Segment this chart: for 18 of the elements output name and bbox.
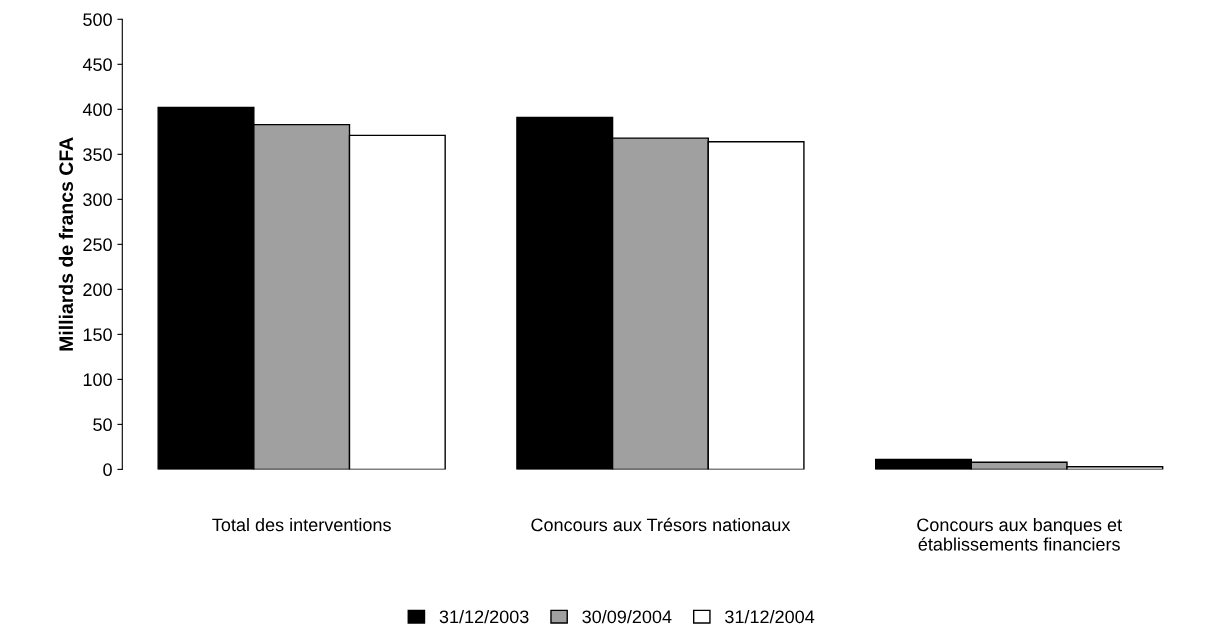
- y-tick-label: 300: [83, 193, 112, 207]
- x-tick-label: Concours aux Trésors nationaux: [531, 517, 791, 532]
- y-tick-label: 250: [83, 238, 112, 252]
- y-tick-label: 400: [82, 103, 112, 117]
- y-tick-label: 100: [83, 373, 112, 387]
- legend-label: 30/09/2004: [582, 609, 672, 624]
- x-tick-label: Concours aux banques et établissements financiers: [917, 518, 1122, 551]
- legend-label: 31/12/2003: [439, 609, 529, 624]
- legend-label: 31/12/2004: [725, 609, 815, 624]
- y-tick-label: 500: [83, 13, 112, 27]
- y-tick-label: 200: [83, 283, 112, 297]
- y-tick-label: 450: [82, 58, 112, 72]
- y-tick-label: 50: [93, 418, 112, 432]
- y-axis-title: Milliards de francs CFA: [58, 137, 74, 351]
- y-tick-label: 0: [103, 463, 112, 477]
- y-tick-label: 350: [83, 148, 112, 162]
- x-tick-label: Total des interventions: [212, 518, 391, 532]
- y-tick-label: 150: [83, 328, 112, 342]
